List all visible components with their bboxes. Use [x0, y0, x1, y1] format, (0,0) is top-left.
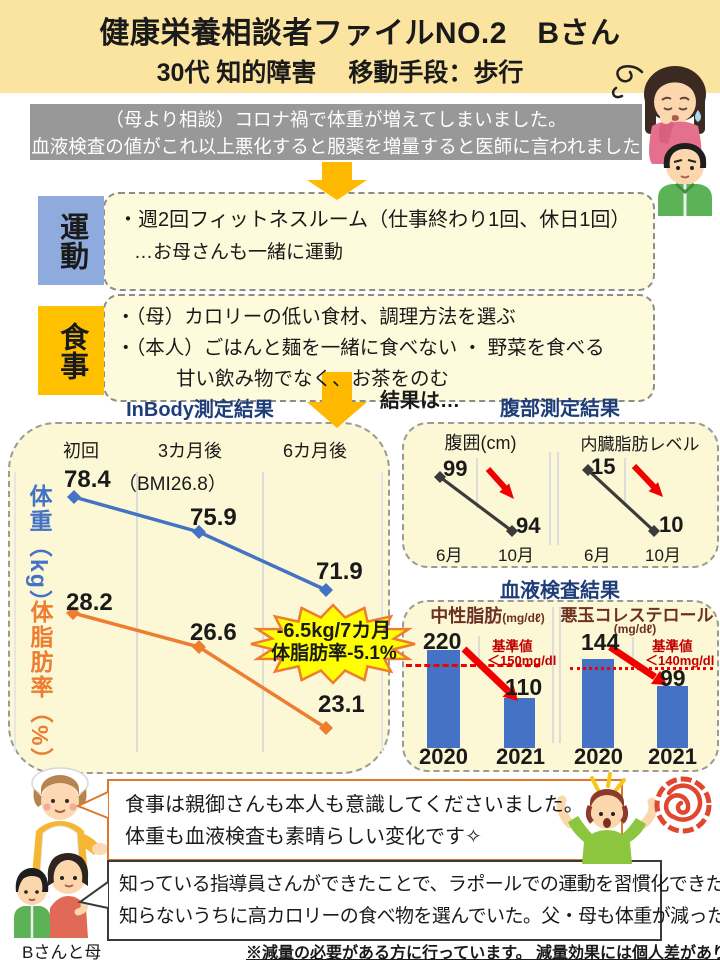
page-title: 健康栄養相談者ファイルNO.2 Bさん	[99, 17, 621, 50]
visceral-x1: 6月	[584, 546, 611, 565]
family-speech-bubble	[107, 860, 662, 941]
tg-2021-value: 110	[505, 674, 543, 700]
tg-label: 中性脂肪(mg/dℓ)	[425, 602, 550, 628]
abdomen-gridline	[557, 452, 559, 545]
tg-x1: 2020	[419, 744, 468, 769]
exercise-line1: ・週2回フィットネスルーム（仕事終わり1回、休日1回）	[118, 209, 631, 231]
waist-start-value: 99	[443, 456, 468, 481]
inbody-title: InBody測定結果	[126, 399, 274, 421]
worried-mother-illustration	[644, 66, 706, 164]
footnote: ※減量の必要がある方に行っています。 減量効果には個人差があります。	[246, 945, 720, 960]
fat-value-1: 26.6	[190, 619, 237, 646]
ldl-label: 悪玉コレステロール	[560, 606, 714, 625]
b-san-illustration	[658, 143, 712, 216]
exercise-line2: …お母さんも一緒に運動	[134, 242, 344, 263]
tg-x2: 2021	[496, 744, 545, 769]
inbody-col-0: 初回	[63, 441, 99, 461]
consultation-box: （母より相談）コロナ禍で体重が増えてしまいました。 血液検査の値がこれ以上悪化す…	[30, 104, 642, 160]
waist-x2: 10月	[498, 546, 534, 565]
abdomen-title: 腹部測定結果	[500, 398, 620, 420]
waist-x1: 6月	[436, 546, 463, 565]
meal-line2: ・（本人）ごはんと麺を一緒に食べない ・ 野菜を食べる	[116, 337, 605, 359]
abdomen-gridline	[624, 458, 626, 506]
inbody-col-2: 6カ月後	[283, 441, 348, 461]
abdomen-gridline	[549, 452, 551, 545]
visceral-label: 内臓脂肪レベル	[580, 435, 700, 454]
fat-value-2: 23.1	[318, 691, 365, 718]
waist-label: 腹囲(cm)	[444, 433, 517, 453]
page-subtitle: 30代 知的障害 移動手段：歩行	[156, 59, 524, 87]
dietitian-comment-line2: 体重も血液検査も素晴らしい変化です✧	[125, 826, 482, 848]
balloon-line2: 体脂肪率-5.1%	[271, 643, 397, 664]
ldl-2020-value: 144	[581, 629, 620, 655]
weight-value-1: 75.9	[190, 504, 237, 531]
tg-2020-value: 220	[423, 628, 462, 654]
family-comment-line2: 知らないうちに高カロリーの食べ物を選んでいた。父・母も体重が減った。	[119, 906, 720, 927]
blood-gridline	[478, 636, 480, 664]
ldl-x1: 2020	[574, 744, 623, 769]
meal-label: 食事	[38, 306, 104, 395]
fat-axis-label: 体脂肪率（%）	[27, 600, 53, 773]
family-caption: Bさんと母	[22, 943, 102, 960]
surprised-woman-illustration	[556, 772, 658, 864]
family-comment-line1: 知っている指導員さんができたことで、ラポールでの運動を習慣化できた。	[119, 874, 720, 895]
exercise-label: 運動	[38, 196, 104, 285]
ldl-x2: 2021	[648, 744, 697, 769]
meal-line1: ・（母）カロリーの低い食材、調理方法を選ぶ	[116, 306, 516, 328]
inbody-gridline	[262, 472, 264, 752]
hanamaru-icon	[654, 776, 712, 834]
ldl-2021-bar	[657, 686, 688, 748]
visceral-end-value: 10	[659, 512, 684, 537]
weight-value-2: 71.9	[316, 558, 363, 585]
inbody-gridline	[381, 472, 383, 752]
dietitian-comment-line1: 食事は親御さんも本人も意識してくださいました。	[125, 794, 584, 816]
result-caption: 結果は…	[380, 390, 460, 412]
squiggle-icon	[611, 64, 644, 99]
ldl-ref-value: ＜140mg/dl	[645, 653, 715, 668]
exercise-box	[103, 192, 655, 291]
header-band	[0, 0, 720, 93]
ldl-ref-label: 基準値	[652, 639, 693, 654]
inbody-gridline	[136, 472, 138, 752]
inbody-gridline	[14, 472, 16, 752]
tg-unit: (mg/dℓ)	[502, 611, 545, 625]
blood-title: 血液検査結果	[500, 580, 620, 602]
ldl-unit: (mg/dℓ)	[613, 622, 657, 636]
tg-ref-value: ＜150mg/dl	[487, 653, 557, 668]
ldl-2021-value: 99	[660, 665, 686, 691]
waist-end-value: 94	[516, 513, 541, 538]
meal-box	[103, 294, 655, 402]
blood-gridline	[559, 607, 561, 743]
ldl-2020-bar	[582, 659, 614, 748]
inbody-col-1: 3カ月後	[158, 441, 223, 461]
abdomen-panel	[402, 422, 719, 568]
tg-label-text: 中性脂肪	[430, 606, 503, 626]
weight-axis-label: 体重（kg）	[26, 484, 52, 615]
blood-gridline	[632, 637, 634, 668]
consultation-line1: （母より相談）コロナ禍で体重が増えてしまいました。	[105, 109, 567, 130]
weight-value-0: 78.4	[64, 466, 111, 493]
consultation-line2: 血液検査の値がこれ以上悪化すると服薬を増量すると医師に言われました	[31, 136, 641, 157]
bmi-note: （BMI26.8）	[118, 474, 227, 495]
visceral-start-value: 15	[591, 454, 616, 479]
tg-2021-bar	[504, 698, 535, 748]
family-illustration	[14, 853, 89, 938]
fat-value-0: 28.2	[66, 589, 113, 616]
abdomen-gridline	[476, 458, 478, 508]
visceral-x2: 10月	[645, 546, 681, 565]
blood-gridline	[552, 607, 554, 743]
